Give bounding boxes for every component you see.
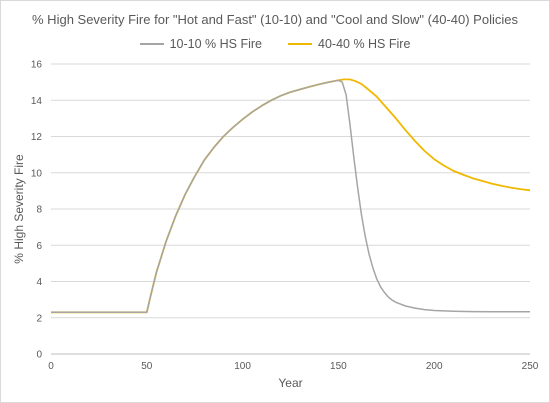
y-tick-label-4: 4 (36, 277, 42, 288)
series-lines (51, 78, 531, 314)
chart-legend: 10-10 % HS Fire 40-40 % HS Fire (1, 37, 549, 51)
legend-label-40-40: 40-40 % HS Fire (318, 37, 411, 51)
series-line-40-40 (51, 78, 531, 314)
x-tick-label-150: 150 (330, 361, 347, 372)
y-tick-label-14: 14 (31, 96, 43, 107)
legend-item-40-40: 40-40 % HS Fire (288, 37, 410, 51)
legend-item-10-10: 10-10 % HS Fire (139, 37, 262, 51)
gridlines (51, 63, 530, 355)
legend-swatch-40-40 (288, 43, 312, 45)
x-tick-label-100: 100 (234, 361, 251, 372)
series-line-10-10 (51, 79, 530, 314)
chart-title: % High Severity Fire for "Hot and Fast" … (32, 12, 518, 27)
x-axis-title: Year (278, 376, 302, 390)
y-tick-label-6: 6 (36, 241, 42, 252)
y-tick-label-10: 10 (31, 168, 43, 179)
x-tick-label-250: 250 (522, 361, 539, 372)
y-tick-label-0: 0 (36, 350, 42, 361)
legend-swatch-10-10 (139, 43, 164, 45)
x-tick-labels: 0 50 100 150 200 250 (48, 361, 539, 372)
y-tick-label-2: 2 (36, 313, 42, 324)
y-tick-label-8: 8 (36, 205, 42, 216)
y-tick-label-16: 16 (31, 60, 43, 71)
y-tick-labels: 0 2 4 6 8 10 12 14 16 (31, 60, 43, 361)
x-tick-label-50: 50 (141, 361, 153, 372)
x-tick-label-200: 200 (426, 361, 443, 372)
y-axis-title: % High Severity Fire (12, 154, 26, 264)
legend-label-10-10: 10-10 % HS Fire (169, 37, 262, 51)
x-tick-label-0: 0 (48, 361, 54, 372)
y-tick-label-12: 12 (31, 132, 43, 143)
